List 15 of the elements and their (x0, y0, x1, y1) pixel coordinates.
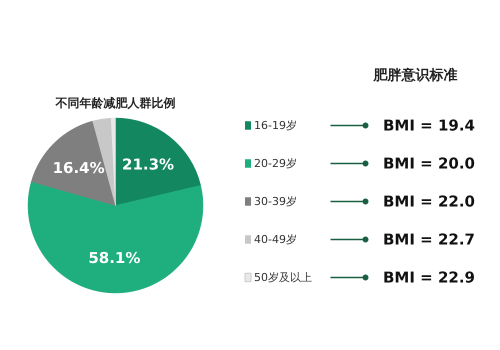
data-label: 21.3% (122, 155, 174, 174)
legend-label: 16-19岁 (254, 119, 297, 132)
text: BMI = 22.0 (383, 192, 475, 210)
legend-label: 40-49岁 (254, 233, 297, 246)
data-label: 58.1% (88, 248, 140, 267)
text: BMI = 19.4 (383, 116, 475, 134)
text: 肥胖意识标准 (372, 66, 458, 84)
text: BMI = 22.7 (383, 230, 475, 248)
legend-label: 20-29岁 (254, 157, 297, 170)
chart-title: 不同年龄减肥人群比例 (54, 96, 176, 110)
data-label: 16.4% (52, 159, 105, 178)
text: BMI = 22.9 (383, 268, 475, 286)
legend-label: 50岁及以上 (254, 271, 312, 284)
legend-label: 30-39岁 (254, 195, 297, 208)
text: BMI = 20.0 (383, 154, 475, 172)
